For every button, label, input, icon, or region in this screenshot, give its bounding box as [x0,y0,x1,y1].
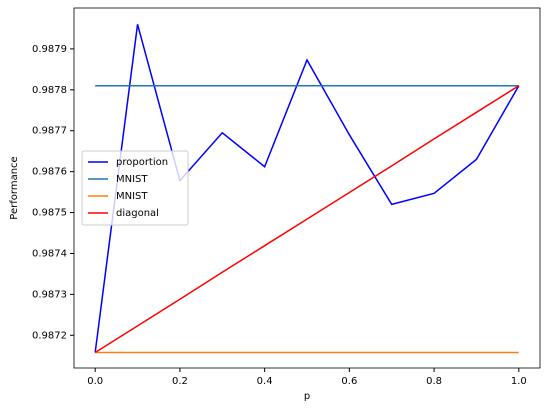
x-tick-label: 0.0 [87,376,103,387]
y-tick-label: 0.9874 [32,248,67,259]
x-axis-label: p [304,391,310,402]
series-line [94,85,520,354]
legend-label: MNIST [116,191,148,202]
legend-label: proportion [116,157,168,168]
y-tick-label: 0.9878 [32,85,67,96]
y-tick-label: 0.9879 [32,44,67,55]
x-tick-label: 0.8 [426,376,442,387]
y-tick-label: 0.9877 [32,126,67,137]
y-tick-label: 0.9872 [32,330,67,341]
y-tick-label: 0.9873 [32,289,67,300]
x-tick-label: 0.4 [257,376,273,387]
y-tick-label: 0.9875 [32,208,67,219]
x-tick-label: 1.0 [511,376,527,387]
plot-frame [73,7,541,369]
x-tick-label: 0.6 [341,376,357,387]
legend-box [81,150,189,226]
legend-label: MNIST [116,174,148,185]
series-line [94,24,520,353]
x-tick-label: 0.2 [172,376,188,387]
y-axis-label: Performance [9,156,20,219]
y-tick-label: 0.9876 [32,167,67,178]
legend-label: diagonal [116,208,159,219]
